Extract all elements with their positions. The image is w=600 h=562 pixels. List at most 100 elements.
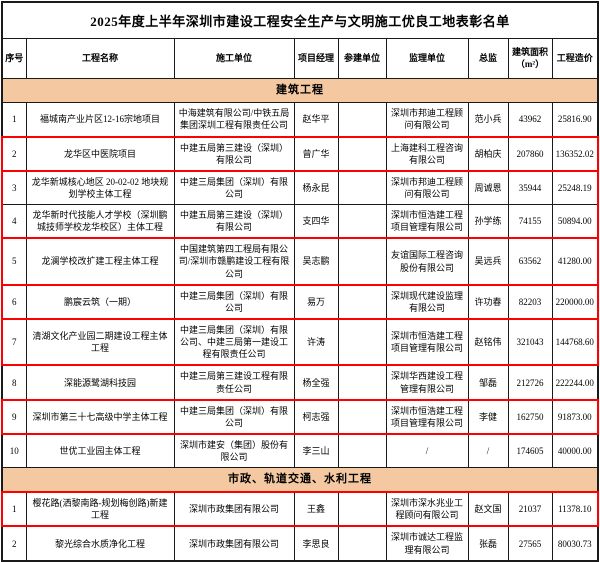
cell-participant — [337, 364, 387, 401]
cell-supervision-unit: 深圳市恒浩建工程项目管理有限公司 — [385, 318, 469, 367]
cell-floor-area: 74155 — [507, 204, 553, 240]
cell-project-manager: 赵华平 — [293, 102, 339, 137]
cell-project-cost: 11378.10 — [551, 491, 600, 528]
cell-floor-area: 63562 — [507, 237, 553, 286]
cell-index: 4 — [1, 204, 27, 240]
table-row: 4 龙华新时代技能人才学校（深圳鹏城技师学校龙华校区）主体工程 中建五局第三建设（深… — [1, 204, 600, 240]
table-row: 1 福城南产业片区12-16宗地项目 中海建筑有限公司/中铁五局集团深圳工程有限责任… — [1, 102, 599, 137]
cell-chief-supervisor: 胡柏庆 — [467, 135, 509, 172]
cell-participant — [337, 318, 387, 367]
cell-project-manager: 曾广华 — [293, 135, 339, 172]
cell-index: 9 — [1, 398, 27, 436]
cell-supervision-unit: 深圳华西建设工程管理有限公司 — [385, 364, 469, 401]
cell-contractor: 中建五局第三建设（深圳）有限公司 — [173, 204, 295, 240]
cell-floor-area: 174605 — [507, 433, 553, 469]
cell-floor-area: 162750 — [507, 398, 553, 436]
cell-chief-supervisor: 范小兵 — [467, 102, 509, 137]
section-title: 建筑工程 — [1, 78, 599, 104]
cell-project-manager: 李三山 — [293, 433, 339, 469]
cell-chief-supervisor: 李健 — [467, 398, 509, 436]
cell-project-manager: 李思良 — [293, 525, 339, 562]
cell-index: 2 — [1, 525, 27, 562]
cell-project-cost: 91873.00 — [551, 398, 600, 436]
title-row: 2025年度上半年深圳市建设工程安全生产与文明施工优良工地表彰名单 — [1, 1, 599, 39]
cell-chief-supervisor: / — [467, 433, 509, 469]
cell-project-name: 世优工业园主体工程 — [25, 433, 175, 469]
cell-contractor: 深圳市政集团有限公司 — [173, 525, 295, 562]
col-header-floor-area: 建筑面积（m²） — [507, 37, 553, 80]
cell-project-manager: 柯志强 — [293, 398, 339, 436]
table-row: 10 世优工业园主体工程 深圳市建安（集团）股份有限公司 李三山 //174605 400… — [1, 433, 599, 469]
table-row: 9 深圳市第三十七高级中学主体工程 中建三局集团（深圳）有限公司 柯志强 深圳市恒浩建工… — [1, 398, 600, 436]
cell-project-cost: 25816.90 — [551, 102, 599, 137]
cell-project-cost: 144768.60 — [551, 318, 600, 367]
cell-participant — [337, 491, 387, 528]
cell-participant — [337, 169, 387, 206]
cell-supervision-unit: 深圳市诚达工程监理有限公司 — [385, 525, 469, 562]
cell-floor-area: 43962 — [507, 102, 553, 137]
cell-contractor: 深圳市建安（集团）股份有限公司 — [173, 433, 295, 469]
cell-project-cost: 220000.00 — [551, 283, 600, 321]
cell-project-name: 龙华区中医院项目 — [25, 135, 175, 172]
cell-project-manager: 易万 — [293, 283, 339, 321]
cell-floor-area: 207860 — [507, 135, 553, 172]
cell-supervision-unit: 深圳市深水兆业工程顾问有限公司 — [385, 491, 469, 528]
cell-contractor: 中建五局第三建设（深圳）有限公司 — [173, 135, 295, 172]
cell-contractor: 中建三局集团（深圳）有限公司 — [173, 283, 295, 321]
cell-contractor: 中海建筑有限公司/中铁五局集团深圳工程有限责任公司 — [173, 102, 295, 137]
cell-supervision-unit: 友谊国际工程咨询股份有限公司 — [385, 237, 469, 286]
cell-project-name: 福城南产业片区12-16宗地项目 — [25, 102, 175, 137]
cell-contractor: 中建三局集团（深圳）有限公司 — [173, 169, 295, 206]
section-header-row: 市政、轨道交通、水利工程 — [1, 467, 599, 493]
cell-supervision-unit: 深圳市邦迪工程顾问有限公司 — [385, 169, 469, 206]
cell-project-cost: 80030.73 — [551, 525, 599, 562]
cell-index: 3 — [1, 169, 27, 206]
cell-project-manager: 吴志鹏 — [293, 237, 339, 286]
cell-index: 5 — [1, 237, 27, 286]
cell-participant — [337, 433, 387, 469]
table-row: 1 樱花路(洒黎南路-规划梅创路)新建工程 深圳市政集团有限公司 王鑫 深圳市深水兆业工… — [1, 491, 600, 528]
cell-project-manager: 杨永昆 — [293, 169, 339, 206]
cell-supervision-unit: 深圳市恒浩建工程项目管理有限公司 — [385, 204, 469, 240]
cell-chief-supervisor: 赵铭伟 — [467, 318, 509, 367]
cell-supervision-unit: 上海建科工程咨询有限公司 — [385, 135, 469, 172]
cell-participant — [337, 135, 387, 172]
cell-chief-supervisor: 许功春 — [467, 283, 509, 321]
table-row: 5 龙澜学校改扩建工程主体工程 中国建筑第四工程局有限公司/深圳市赣鹏建设工程有限公… — [1, 237, 600, 286]
cell-floor-area: 21037 — [507, 491, 553, 528]
cell-index: 1 — [1, 102, 27, 137]
cell-participant — [337, 237, 387, 286]
column-header-row: 序号 工程名称 施工单位 项目经理 参建单位 监理单位 总监 建筑面积（m²） … — [1, 37, 599, 80]
col-header-index: 序号 — [1, 37, 27, 80]
cell-project-name: 深圳市第三十七高级中学主体工程 — [25, 398, 175, 436]
cell-project-cost: 50894.00 — [551, 204, 600, 240]
cell-index: 10 — [1, 433, 27, 469]
cell-chief-supervisor: 邹磊 — [467, 364, 509, 401]
cell-project-cost: 40000.00 — [551, 433, 599, 469]
cell-project-manager: 王鑫 — [293, 491, 339, 528]
cell-contractor: 中建三局第三建设工程有限责任公司 — [173, 364, 295, 401]
cell-project-name: 龙澜学校改扩建工程主体工程 — [25, 237, 175, 286]
cell-floor-area: 321043 — [507, 318, 553, 367]
col-header-participant: 参建单位 — [337, 37, 387, 80]
cell-project-cost: 41280.00 — [551, 237, 600, 286]
cell-supervision-unit: 深圳市邦迪工程顾问有限公司 — [385, 102, 469, 137]
table-row: 2 黎光综合水质净化工程 深圳市政集团有限公司 李思良 深圳市诚达工程监理有限公司 张磊 2… — [1, 525, 599, 562]
cell-contractor: 中建三局集团（深圳）有限公司、中建三局第一建设工程有限责任公司 — [173, 318, 295, 367]
cell-index: 8 — [1, 364, 27, 401]
cell-floor-area: 27565 — [507, 525, 553, 562]
cell-project-name: 深能源鹭湖科技园 — [25, 364, 175, 401]
table-row: 7 清湖文化产业园二期建设工程主体工程 中建三局集团（深圳）有限公司、中建三局第一建… — [1, 318, 600, 367]
cell-participant — [337, 525, 387, 562]
table-row: 6 鹏宸云筑（一期） 中建三局集团（深圳）有限公司 易万 深圳现代建设监理有限公司 许功春… — [1, 283, 600, 321]
cell-participant — [337, 283, 387, 321]
cell-project-name: 清湖文化产业园二期建设工程主体工程 — [25, 318, 175, 367]
col-header-supervision-unit: 监理单位 — [385, 37, 469, 80]
col-header-chief-supervisor: 总监 — [467, 37, 509, 80]
cell-index: 1 — [1, 491, 27, 528]
cell-project-manager: 支四华 — [293, 204, 339, 240]
cell-floor-area: 212726 — [507, 364, 553, 401]
col-header-project-manager: 项目经理 — [293, 37, 339, 80]
cell-contractor: 深圳市政集团有限公司 — [173, 491, 295, 528]
cell-floor-area: 35944 — [507, 169, 553, 206]
